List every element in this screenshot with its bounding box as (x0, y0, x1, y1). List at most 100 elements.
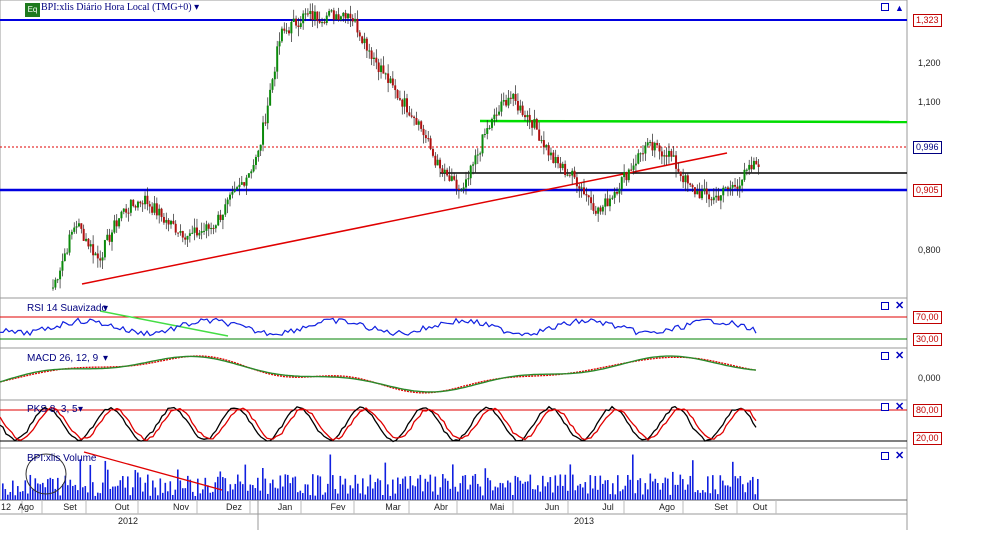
candle-body (554, 157, 557, 164)
candle-body (323, 22, 326, 24)
volume-bar (622, 489, 624, 500)
volume-bar (544, 486, 547, 500)
eq-badge[interactable]: Eq (25, 3, 40, 17)
volume-bar (112, 486, 114, 500)
rsi-maximize-button[interactable] (881, 302, 889, 310)
volume-bar (604, 480, 607, 500)
volume-bar (447, 480, 449, 500)
volume-bar (754, 494, 757, 500)
candle-body (250, 171, 253, 174)
candle-body (670, 150, 673, 157)
volume-bar (279, 475, 282, 500)
price-maximize-button[interactable] (881, 3, 889, 11)
candle-body (269, 89, 272, 106)
volume-bar (372, 488, 374, 500)
candle-body (54, 279, 57, 288)
candle-body (486, 128, 489, 134)
stoch-maximize-button[interactable] (881, 403, 889, 411)
volume-bar (497, 487, 499, 500)
candle-body (505, 99, 508, 106)
volume-bar (164, 482, 167, 500)
volume-bar (332, 475, 334, 500)
candle-body (165, 219, 168, 223)
candle-body (698, 190, 701, 199)
volume-bar (644, 483, 647, 500)
candle-body (295, 18, 298, 26)
volume-bar (102, 482, 104, 500)
candle-body (604, 198, 607, 207)
volume-bar (512, 494, 514, 500)
chart-title-menu-icon[interactable]: ▾ (194, 2, 200, 13)
volume-bar (317, 475, 319, 500)
candle-body (490, 118, 493, 128)
volume-bar (699, 492, 702, 500)
volume-bar (197, 478, 199, 500)
volume-bar (507, 480, 509, 500)
candle-body (238, 184, 241, 188)
volume-bar (297, 492, 299, 500)
candle-body (557, 157, 560, 164)
candle-body (507, 97, 510, 106)
candle-body (686, 175, 689, 184)
candle-body (594, 210, 597, 214)
volume-bar (697, 490, 699, 500)
volume-bar (147, 474, 149, 500)
candle-body (257, 150, 260, 158)
macd-close-icon[interactable]: ✕ (895, 350, 905, 362)
volume-circle-annotation (25, 453, 67, 495)
volume-bar (54, 488, 57, 500)
volume-bar (212, 491, 214, 500)
time-axis-months: 12 Ago Set Out Nov Dez Jan Fev Mar Abr Mai Jun Jul Ag… (1, 500, 777, 514)
volume-bar (727, 485, 729, 500)
volume-bar (547, 482, 549, 500)
volume-bar (732, 461, 734, 500)
rsi-close-icon[interactable]: ✕ (895, 300, 905, 312)
candle-body (167, 219, 170, 225)
volume-bar (729, 486, 732, 500)
chart-title[interactable]: BPI:xlis Diário Hora Local (TMG+0) ▾ (41, 2, 199, 13)
candle-body (701, 191, 703, 199)
candle-body (99, 258, 102, 261)
volume-bar (192, 491, 194, 500)
candle-body (160, 208, 163, 217)
candle-body (332, 10, 335, 20)
candle-body (129, 199, 132, 213)
volume-bar (59, 495, 62, 500)
volume-bar (262, 467, 264, 500)
volume-bar (64, 475, 67, 500)
candle-body (457, 188, 460, 191)
volume-bar (757, 478, 759, 500)
stoch-close-icon[interactable]: ✕ (895, 401, 905, 413)
candle-body (632, 165, 635, 170)
volume-bar (722, 480, 724, 500)
volume-bar (22, 491, 24, 500)
candle-body (155, 203, 158, 216)
volume-bar (752, 476, 754, 500)
candle-body (120, 211, 123, 219)
month-label: Jul (602, 502, 614, 512)
candle-body (741, 179, 744, 186)
month-label: Jun (545, 502, 560, 512)
candle-body (354, 18, 357, 22)
volume-bar (542, 475, 544, 500)
candle-body (212, 227, 215, 229)
macd-maximize-button[interactable] (881, 352, 889, 360)
volume-close-icon[interactable]: ✕ (895, 450, 905, 462)
volume-bar (559, 474, 562, 500)
volume-bar (609, 494, 612, 500)
level-tag-1323: 1,323 (913, 14, 942, 27)
candle-body (571, 170, 574, 176)
candle-body (184, 237, 187, 240)
volume-bar (589, 475, 592, 500)
volume-bar (319, 476, 322, 500)
volume-maximize-button[interactable] (881, 452, 889, 460)
volume-bar (567, 490, 569, 500)
candle-body (188, 233, 191, 236)
macd-panel (0, 347, 908, 401)
candle-body (368, 50, 371, 52)
volume-bar (514, 475, 517, 500)
candle-body (731, 184, 734, 188)
candle-body (174, 223, 177, 233)
price-bell-icon[interactable]: ▲ (895, 3, 904, 13)
candle-body (660, 151, 663, 157)
